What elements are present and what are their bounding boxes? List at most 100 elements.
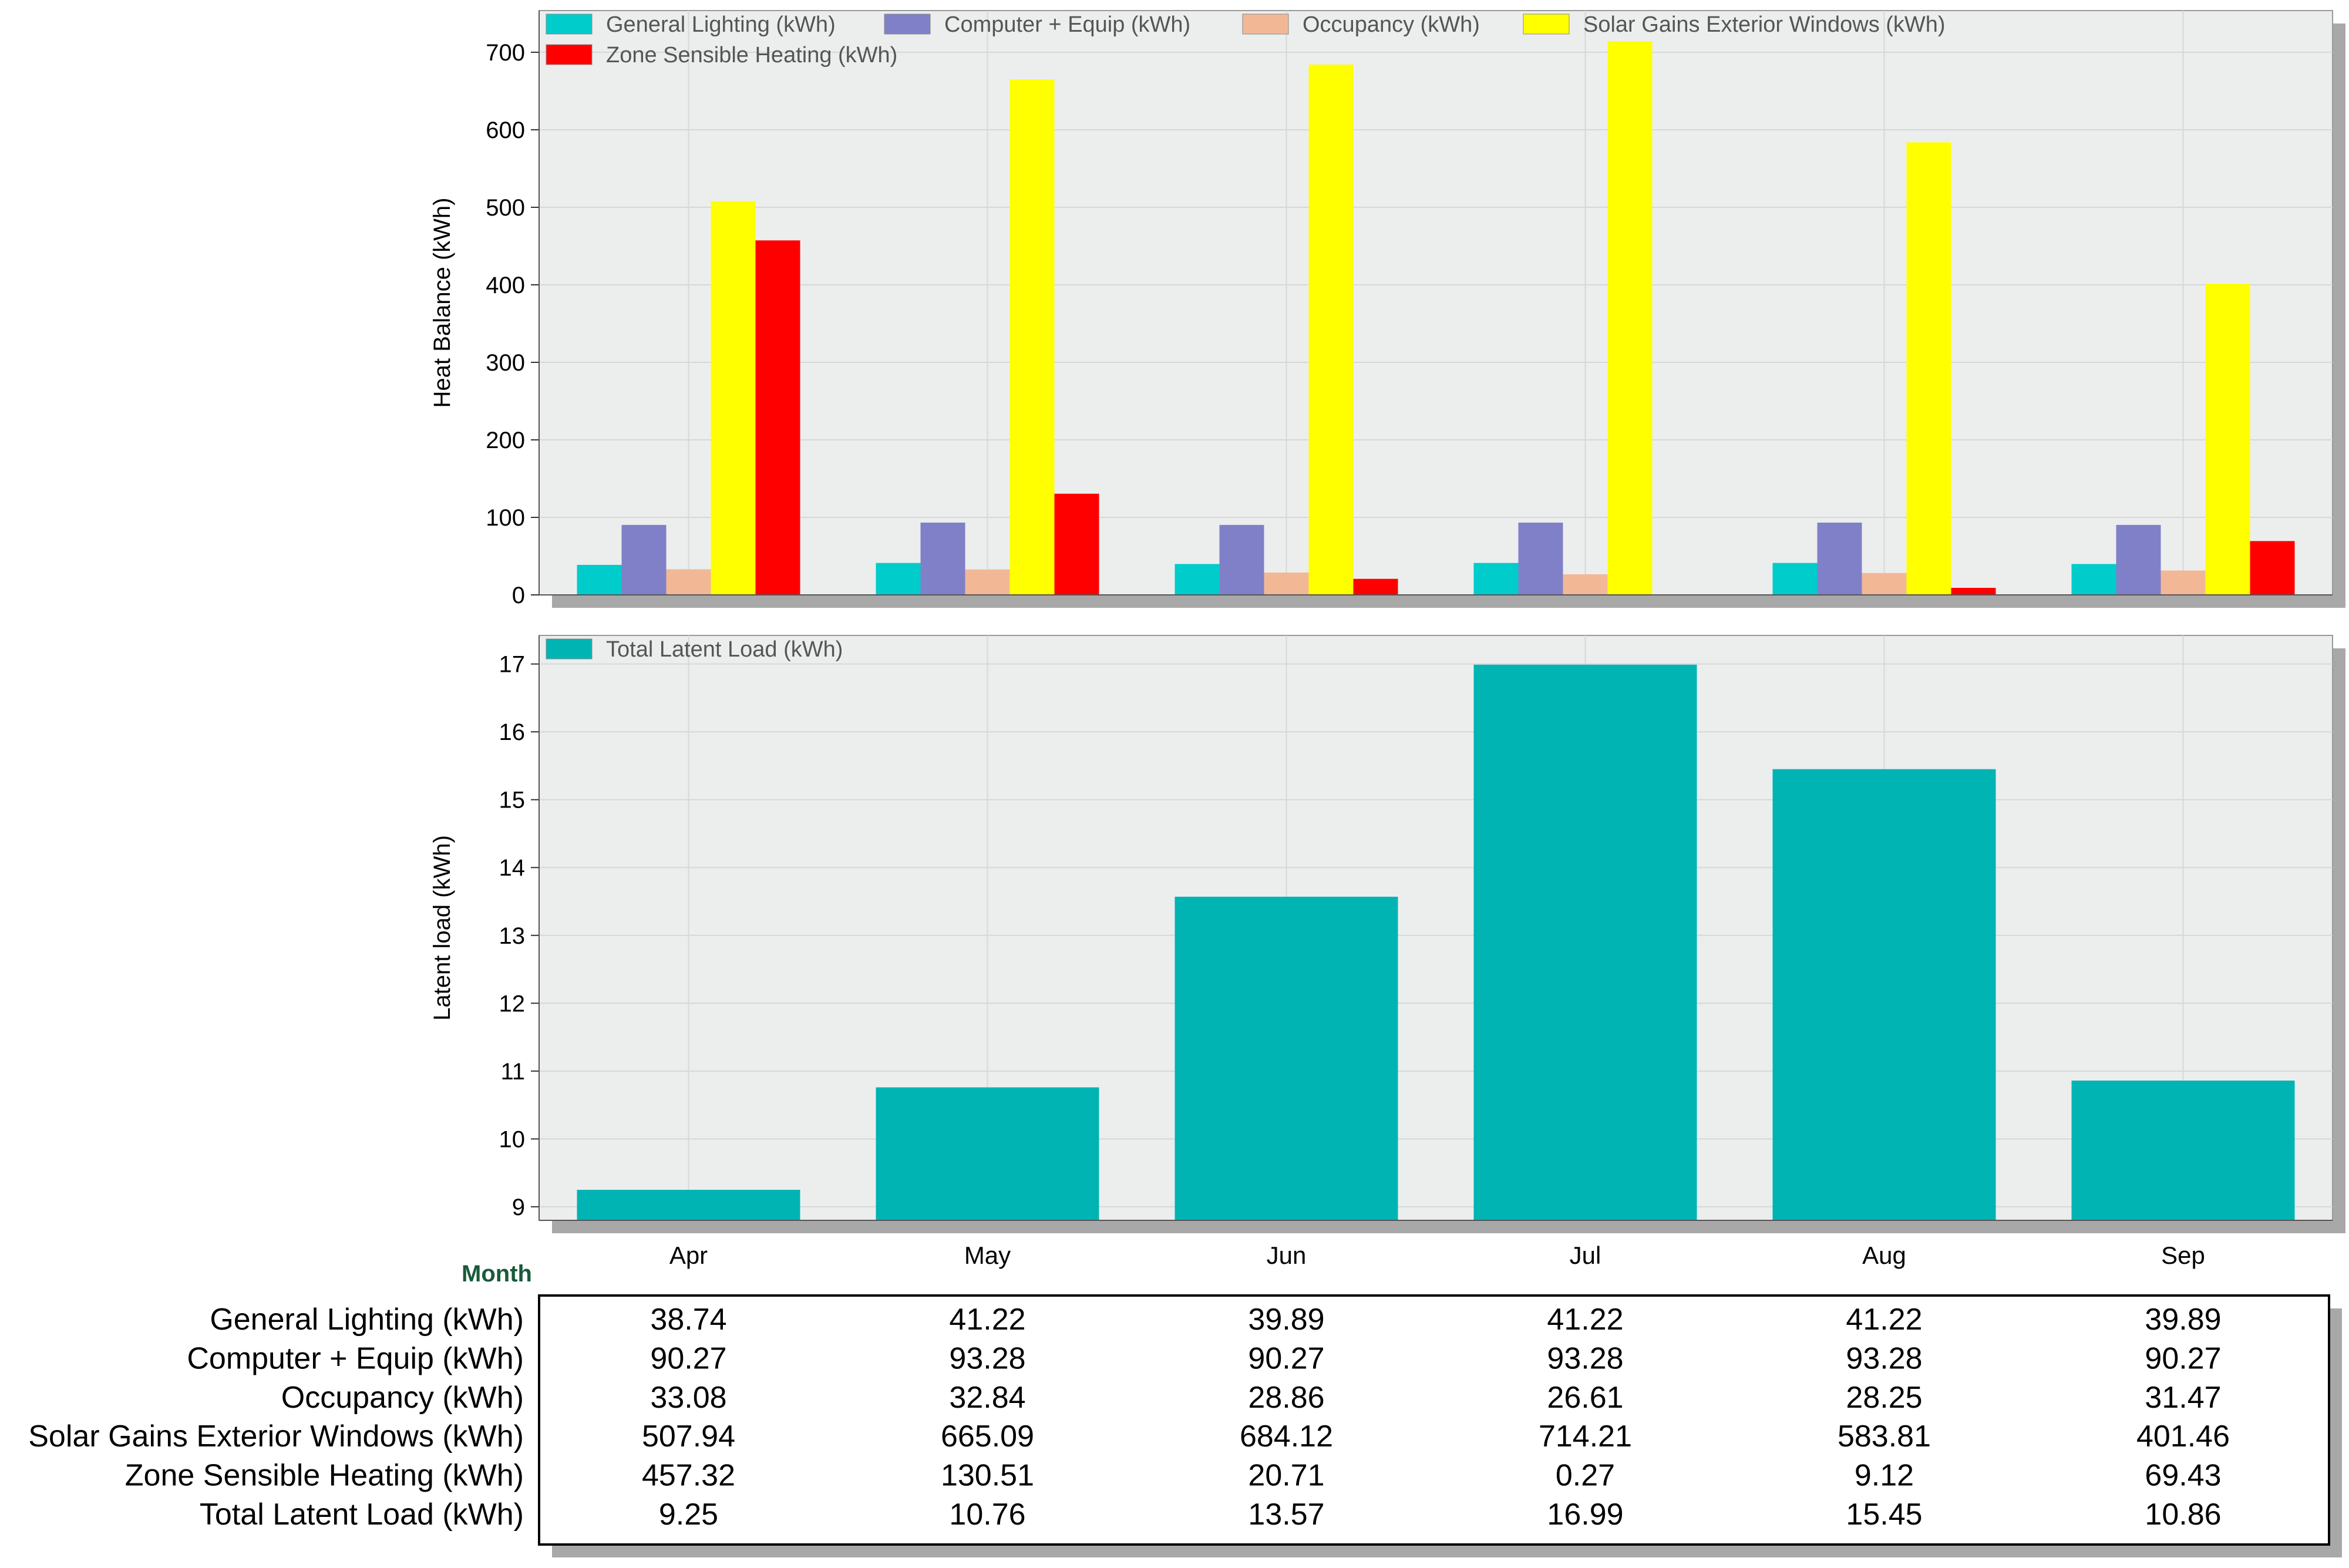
y-axis-label: Heat Balance (kWh) (429, 198, 455, 408)
y-tick-label: 11 (500, 1059, 525, 1085)
plot-area (539, 10, 2333, 595)
bar (1607, 41, 1653, 595)
legend-label: Total Latent Load (kWh) (606, 637, 843, 662)
bar (621, 524, 667, 595)
y-tick-label: 13 (499, 923, 526, 949)
y-tick-label: 600 (486, 117, 525, 143)
bar (1817, 522, 1862, 595)
table-cell: 41.22 (1547, 1303, 1623, 1337)
table-row-label: General Lighting (kWh) (210, 1303, 524, 1337)
table-cell: 33.08 (650, 1381, 726, 1415)
legend-swatch (546, 638, 593, 659)
table-cell: 32.84 (949, 1381, 1025, 1415)
bar (1862, 573, 1907, 595)
table-cell: 39.89 (1248, 1303, 1324, 1337)
table-row-label: Occupancy (kWh) (281, 1381, 524, 1415)
bar (1772, 769, 1996, 1220)
table-cell: 28.86 (1248, 1381, 1324, 1415)
bar (1174, 564, 1220, 595)
y-tick-label: 12 (499, 991, 526, 1017)
x-tick-label: Jul (1570, 1241, 1601, 1269)
legend-label: Computer + Equip (kWh) (944, 12, 1190, 37)
table-cell: 93.28 (949, 1341, 1025, 1375)
y-tick-label: 16 (499, 719, 526, 745)
table-cell: 28.25 (1846, 1381, 1922, 1415)
table-cell: 130.51 (941, 1459, 1034, 1493)
bar (2116, 524, 2161, 595)
table-row-label: Zone Sensible Heating (kWh) (125, 1459, 524, 1493)
table-cell: 20.71 (1248, 1459, 1324, 1493)
y-tick-label: 300 (486, 350, 525, 376)
legend-label: Solar Gains Exterior Windows (kWh) (1583, 12, 1946, 37)
bar (876, 1087, 1099, 1220)
y-tick-label: 10 (499, 1126, 526, 1152)
bar (1951, 587, 1996, 595)
y-axis-label: Latent load (kWh) (429, 835, 455, 1021)
bar (1009, 79, 1055, 595)
bar (1174, 896, 1398, 1220)
bar (711, 201, 756, 595)
y-tick-label: 500 (486, 195, 525, 221)
bar (666, 569, 711, 595)
x-tick-label: May (964, 1241, 1011, 1269)
legend-swatch (884, 14, 931, 35)
bar (755, 240, 800, 595)
bar (1473, 563, 1519, 595)
table-cell: 15.45 (1846, 1498, 1922, 1532)
y-tick-label: 0 (512, 583, 525, 608)
x-tick-label: Sep (2161, 1241, 2205, 1269)
table-cell: 457.32 (642, 1459, 735, 1493)
legend-label: Zone Sensible Heating (kWh) (606, 43, 897, 68)
bar (1353, 578, 1398, 595)
bar (1518, 522, 1563, 595)
table-cell: 0.27 (1556, 1459, 1615, 1493)
table-cell: 13.57 (1248, 1498, 1324, 1532)
bar (920, 522, 965, 595)
bar (2071, 564, 2116, 595)
table-row-label: Computer + Equip (kWh) (187, 1341, 524, 1375)
y-tick-label: 15 (499, 788, 526, 813)
bar (577, 564, 622, 595)
x-tick-label: Aug (1862, 1241, 1906, 1269)
table-cell: 31.47 (2145, 1381, 2221, 1415)
bar (1772, 563, 1818, 595)
table-cell: 9.12 (1855, 1459, 1914, 1493)
y-tick-label: 700 (486, 40, 525, 66)
bar (1264, 572, 1309, 595)
bar (2250, 541, 2295, 595)
table-cell: 90.27 (1248, 1341, 1324, 1375)
legend-label: General Lighting (kWh) (606, 12, 836, 37)
x-tick-label: Apr (669, 1241, 708, 1269)
bar (1054, 493, 1099, 595)
bar (1473, 664, 1697, 1220)
legend-swatch (1523, 14, 1570, 35)
bar (1563, 574, 1608, 595)
table-row-label: Total Latent Load (kWh) (200, 1498, 524, 1532)
bar (2205, 284, 2250, 595)
y-tick-label: 100 (486, 505, 525, 531)
table-cell: 90.27 (2145, 1341, 2221, 1375)
bar (1906, 142, 1951, 595)
table-cell: 665.09 (941, 1419, 1034, 1453)
legend-swatch (546, 44, 593, 65)
table-cell: 38.74 (650, 1303, 726, 1337)
table-cell: 93.28 (1846, 1341, 1922, 1375)
table-cell: 714.21 (1539, 1419, 1632, 1453)
bar (577, 1190, 800, 1220)
legend-label: Occupancy (kWh) (1303, 12, 1480, 37)
data-table-frame (538, 1294, 2330, 1546)
x-tick-label: Jun (1267, 1241, 1307, 1269)
plot-area (539, 635, 2333, 1221)
bar (876, 563, 921, 595)
table-cell: 26.61 (1547, 1381, 1623, 1415)
bar (1219, 524, 1264, 595)
legend-swatch (546, 14, 593, 35)
table-cell: 10.76 (949, 1498, 1025, 1532)
table-cell: 9.25 (659, 1498, 718, 1532)
bar (1308, 64, 1354, 595)
bar (2071, 1081, 2295, 1220)
table-cell: 401.46 (2136, 1419, 2230, 1453)
bar (965, 569, 1010, 595)
table-cell: 90.27 (650, 1341, 726, 1375)
